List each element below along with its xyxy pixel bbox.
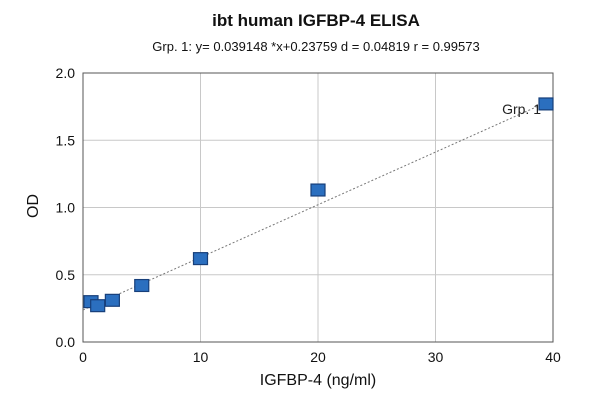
y-tick-label: 2.0 — [56, 65, 76, 81]
chart-title: ibt human IGFBP-4 ELISA — [212, 11, 420, 30]
y-tick-label: 1.0 — [56, 200, 76, 216]
x-tick-label: 20 — [310, 349, 326, 365]
data-point — [134, 278, 150, 293]
data-point — [192, 252, 209, 266]
x-axis-title: IGFBP-4 (ng/ml) — [260, 372, 376, 389]
x-tick-label: 30 — [428, 349, 444, 365]
data-point — [104, 293, 120, 307]
grid — [83, 73, 553, 342]
y-tick-label: 0.0 — [56, 334, 76, 350]
data-point — [90, 299, 106, 313]
tick-labels: 0 10 20 30 40 0.0 0.5 1.0 1.5 2.0 — [56, 65, 561, 365]
y-tick-label: 1.5 — [56, 132, 76, 148]
data-point — [310, 183, 326, 197]
y-tick-label: 0.5 — [56, 267, 76, 283]
y-axis-title: OD — [25, 194, 42, 218]
fit-line — [82, 98, 554, 311]
chart-subtitle: Grp. 1: y= 0.039148 *x+0.23759 d = 0.048… — [152, 39, 479, 54]
data-points — [83, 97, 554, 313]
data-point — [538, 97, 554, 111]
x-tick-label: 10 — [193, 349, 209, 365]
x-tick-label: 0 — [79, 349, 87, 365]
series-label: Grp. 1 — [502, 101, 541, 117]
plot-frame — [82, 72, 554, 343]
x-tick-label: 40 — [545, 349, 561, 365]
fit-line-group — [82, 98, 554, 311]
